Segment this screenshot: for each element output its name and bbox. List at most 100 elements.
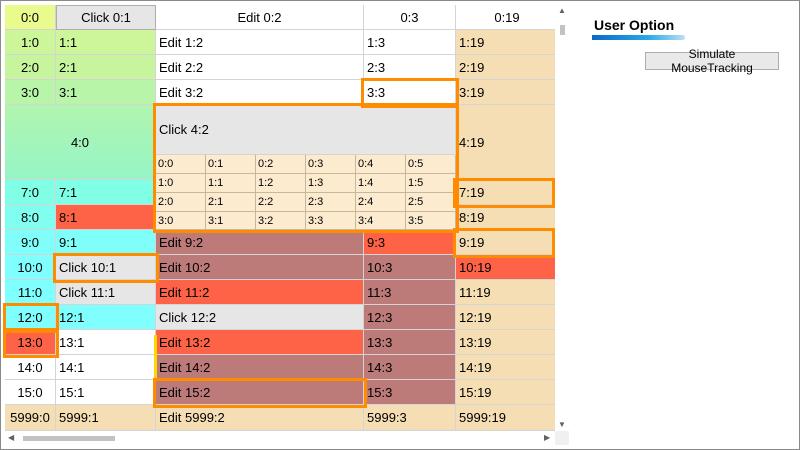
cell-12-1: 12:1 [56,305,156,330]
subgrid-cell: 2:2 [256,193,306,212]
subgrid-cell: 3:1 [206,212,256,230]
cell-8-1: 8:1 [56,205,156,230]
user-option-title: User Option [594,17,675,33]
subgrid-cell: 3:4 [356,212,406,230]
cell-7-19: 7:19 [456,180,559,205]
cell-9-19: 9:19 [456,230,559,255]
edit-9-2-field[interactable]: Edit 9:2 [156,230,364,255]
subgrid-cell: 1:2 [256,174,306,193]
cell-13-19: 13:19 [456,330,559,355]
cell-14-3: 14:3 [364,355,456,380]
cell-9-3: 9:3 [364,230,456,255]
cell-10-19: 10:19 [456,255,559,280]
subgrid-cell: 1:1 [206,174,256,193]
row-header-3: 3:0 [5,80,56,105]
scroll-right-icon[interactable]: ▶ [544,433,551,442]
subgrid-cell: 2:0 [156,193,206,212]
vertical-scroll-thumb[interactable] [560,25,565,35]
click-11-1-button[interactable]: Click 11:1 [56,280,156,305]
edit-2-2-field[interactable]: Edit 2:2 [156,55,364,80]
subgrid-cell: 2:5 [406,193,456,212]
header-cell-0-19: 0:19 [456,5,559,30]
subgrid-cell: 2:4 [356,193,406,212]
edit-0-2-header[interactable]: Edit 0:2 [156,5,364,30]
merged-cell-4-0: 4:0 [5,105,156,180]
row-header-10: 10:0 [5,255,56,280]
cell-8-19: 8:19 [456,205,559,230]
cell-7-1: 7:1 [56,180,156,205]
row-header-8: 8:0 [5,205,56,230]
edit-11-2-field[interactable]: Edit 11:2 [156,280,364,305]
subgrid-cell: 3:5 [406,212,456,230]
cell-13-1: 13:1 [56,330,156,355]
vertical-scrollbar[interactable]: ▲ ▼ [555,5,569,431]
subgrid-cell: 1:0 [156,174,206,193]
cell-5999-1: 5999:1 [56,405,156,431]
cell-3-3: 3:3 [364,80,456,105]
subgrid-cell: 0:4 [356,155,406,174]
row-header-14: 14:0 [5,355,56,380]
header-cell-0-3: 0:3 [364,5,456,30]
cell-4-19: 4:19 [456,105,559,180]
edit-5999-2-field[interactable]: Edit 5999:2 [156,405,364,431]
edit-caret-marker [154,335,157,381]
subgrid-cell: 0:2 [256,155,306,174]
subgrid-cell: 3:2 [256,212,306,230]
cell-15-1: 15:1 [56,380,156,405]
scroll-down-icon[interactable]: ▼ [558,420,566,429]
click-12-2-button[interactable]: Click 12:2 [156,305,364,330]
click-4-2-button[interactable]: Click 4:2 [156,105,456,155]
scroll-up-icon[interactable]: ▲ [558,6,566,15]
row-header-15: 15:0 [5,380,56,405]
cell-1-1: 1:1 [56,30,156,55]
cell-10-3: 10:3 [364,255,456,280]
subgrid-cell: 0:0 [156,155,206,174]
row-header-5999: 5999:0 [5,405,56,431]
horizontal-scrollbar[interactable]: ◀ ▶ [5,431,555,445]
header-cell-0-0: 0:0 [5,5,56,30]
subgrid-cell: 0:1 [206,155,256,174]
row-header-13: 13:0 [5,330,56,355]
subgrid-cell: 1:3 [306,174,356,193]
subgrid-cell: 0:5 [406,155,456,174]
data-grid[interactable]: 0:0 Click 0:1 Edit 0:2 0:3 0:19 1:0 1:1 … [3,5,569,447]
horizontal-scroll-thumb[interactable] [23,436,115,441]
subgrid-cell: 3:0 [156,212,206,230]
cell-1-3: 1:3 [364,30,456,55]
cell-9-1: 9:1 [56,230,156,255]
cell-14-19: 14:19 [456,355,559,380]
row-header-9: 9:0 [5,230,56,255]
row-header-1: 1:0 [5,30,56,55]
cell-14-1: 14:1 [56,355,156,380]
cell-13-3: 13:3 [364,330,456,355]
cell-2-3: 2:3 [364,55,456,80]
scroll-left-icon[interactable]: ◀ [8,433,15,442]
cell-15-19: 15:19 [456,380,559,405]
click-10-1-button[interactable]: Click 10:1 [56,255,156,280]
click-0-1-button[interactable]: Click 0:1 [56,5,156,30]
edit-15-2-field[interactable]: Edit 15:2 [156,380,364,405]
subgrid-cell: 2:3 [306,193,356,212]
edit-3-2-field[interactable]: Edit 3:2 [156,80,364,105]
edit-10-2-field[interactable]: Edit 10:2 [156,255,364,280]
row-header-11: 11:0 [5,280,56,305]
row-header-12: 12:0 [5,305,56,330]
row-header-2: 2:0 [5,55,56,80]
subgrid-cell: 1:4 [356,174,406,193]
subgrid-cell: 2:1 [206,193,256,212]
nested-subgrid: 0:0 0:1 0:2 0:3 0:4 0:5 1:0 1:1 1:2 1:3 … [156,155,456,230]
subgrid-cell: 1:5 [406,174,456,193]
title-underline [592,35,685,40]
cell-3-19: 3:19 [456,80,559,105]
cell-5999-19: 5999:19 [456,405,559,431]
cell-11-19: 11:19 [456,280,559,305]
edit-13-2-field[interactable]: Edit 13:2 [156,330,364,355]
cell-3-1: 3:1 [56,80,156,105]
edit-1-2-field[interactable]: Edit 1:2 [156,30,364,55]
simulate-mousetracking-button[interactable]: Simulate MouseTracking [645,47,779,75]
edit-14-2-field[interactable]: Edit 14:2 [156,355,364,380]
cell-2-1: 2:1 [56,55,156,80]
subgrid-cell: 0:3 [306,155,356,174]
cell-5999-3: 5999:3 [364,405,456,431]
cell-11-3: 11:3 [364,280,456,305]
